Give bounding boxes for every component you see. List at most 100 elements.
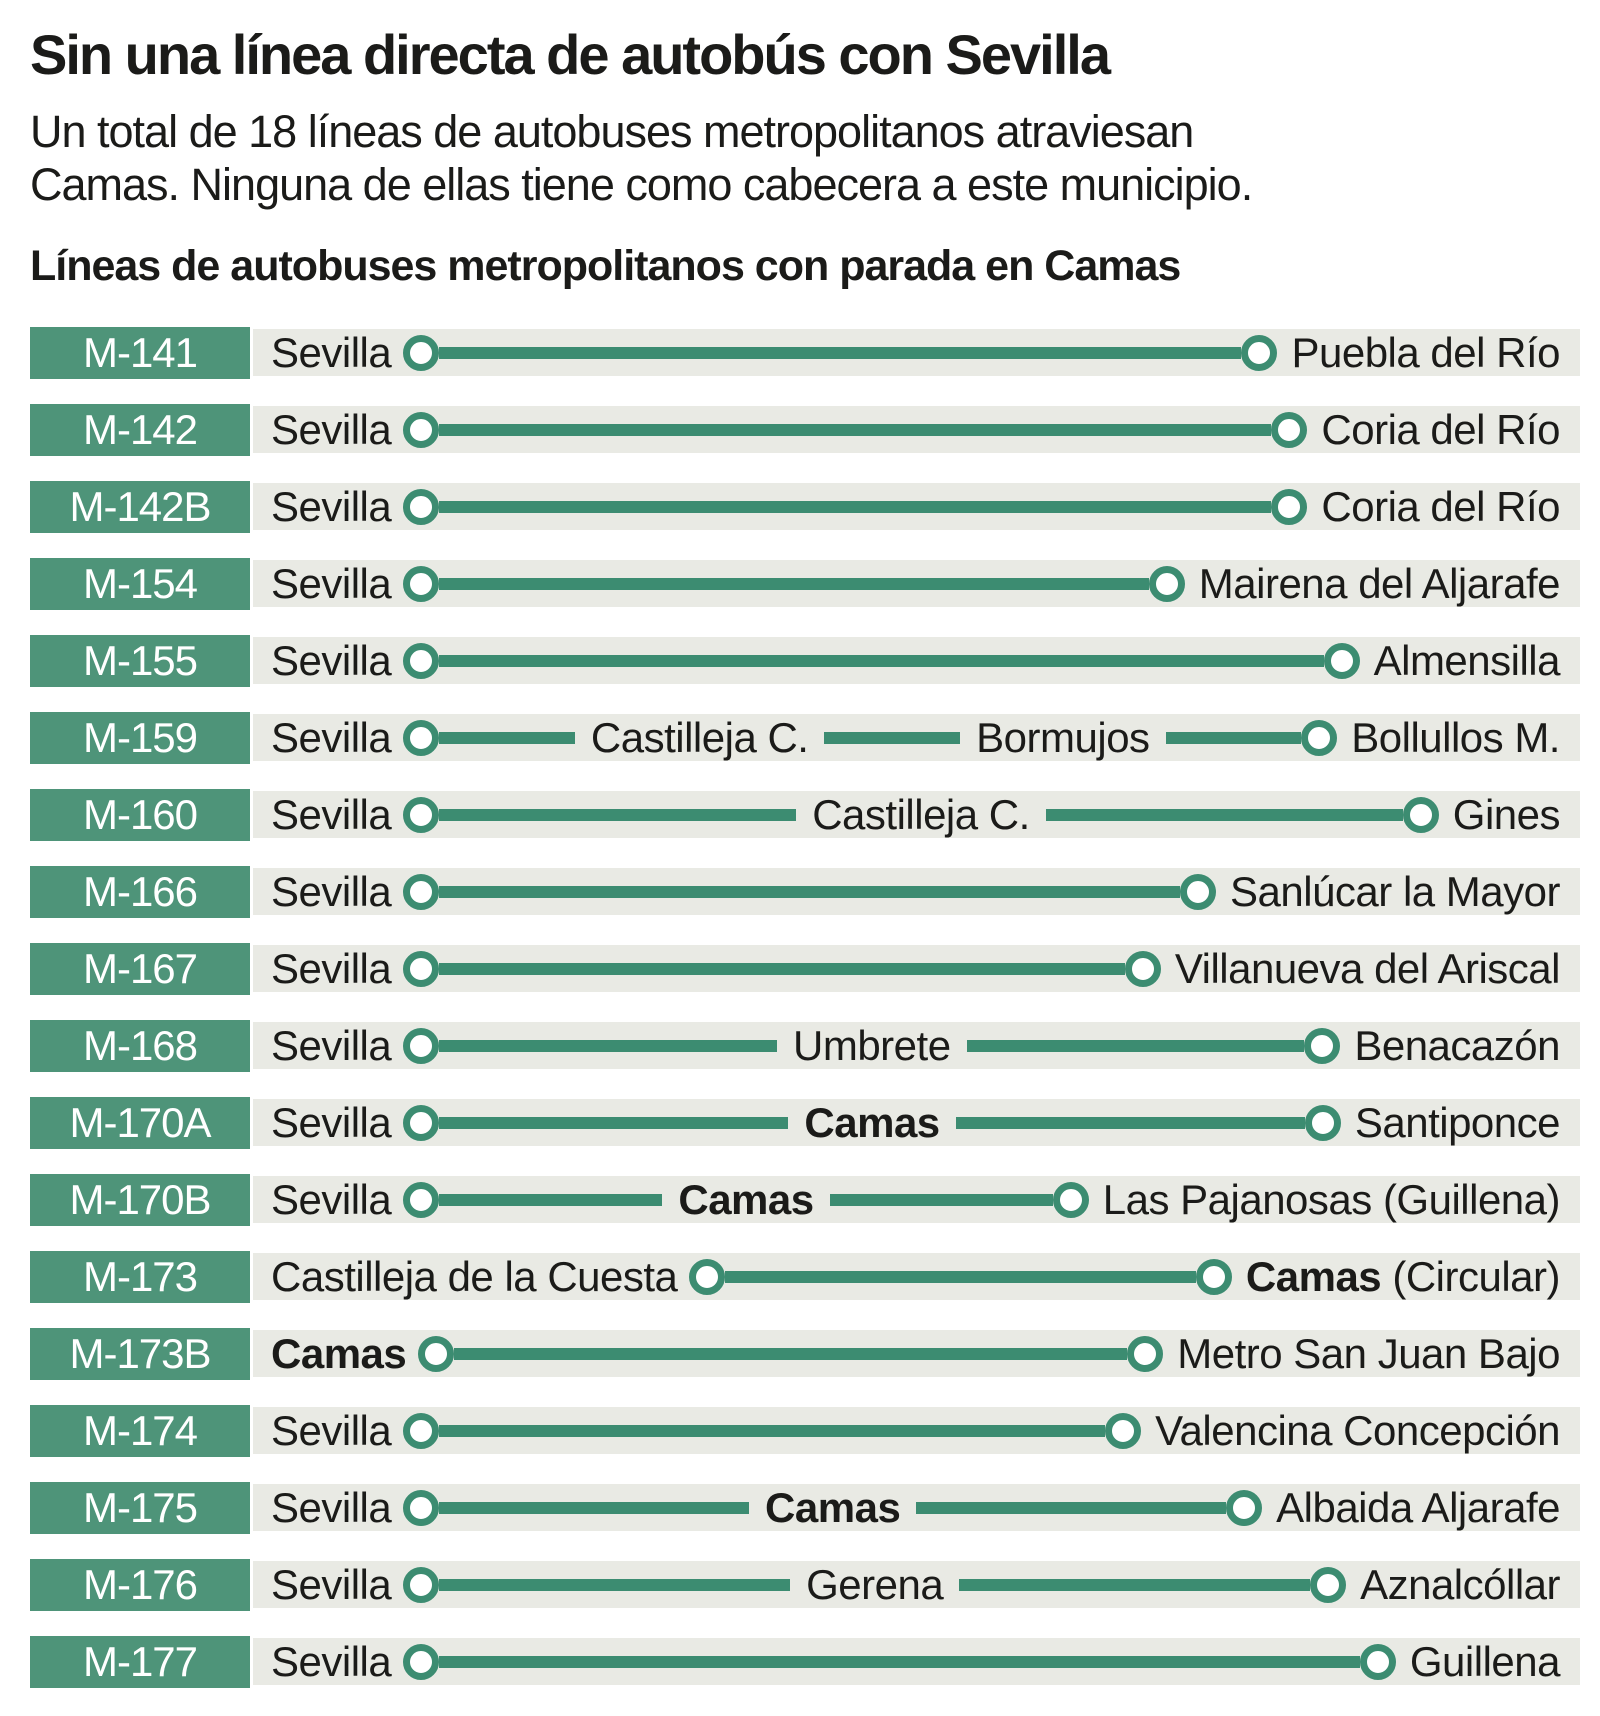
route-line-segment (966, 1039, 1305, 1052)
origin-label: Sevilla (271, 1175, 392, 1223)
bus-line-row: M-173 Castilleja de la Cuesta Camas (Circu… (30, 1250, 1580, 1303)
route-end-ring-icon (1323, 642, 1360, 679)
route-line-segment (824, 731, 961, 744)
bus-line-row: M-167 Sevilla Villanueva del Ariscal (30, 942, 1580, 995)
route-line-segment (439, 962, 1125, 975)
origin-label: Sevilla (271, 867, 392, 915)
bus-line-row: M-174 Sevilla Valencina Concepción (30, 1404, 1580, 1457)
route-end-ring-icon (1271, 411, 1308, 448)
line-number-badge: M-160 (30, 788, 250, 841)
line-number-badge: M-170A (30, 1096, 250, 1149)
bus-line-row: M-142 Sevilla Coria del Río (30, 403, 1580, 456)
line-number-badge: M-174 (30, 1404, 250, 1457)
route-strip: Sevilla Mairena del Aljarafe (253, 560, 1580, 608)
route-strip: Sevilla Gerena Aznalcóllar (253, 1561, 1580, 1609)
bus-line-row: M-160 Sevilla Castilleja C. Gines (30, 788, 1580, 841)
route-line-segment (916, 1501, 1227, 1514)
destination-label: Coria del Río (1321, 485, 1560, 528)
line-number-badge: M-166 (30, 865, 250, 918)
route-start-ring-icon (403, 796, 440, 833)
line-number-badge: M-176 (30, 1558, 250, 1611)
destination-label: Guillena (1409, 1637, 1561, 1685)
route-line-segment (439, 500, 1272, 513)
destination-label: Metro San Juan Bajo (1177, 1332, 1560, 1375)
subtitle: Un total de 18 líneas de autobuses metro… (30, 105, 1580, 211)
line-number-badge: M-173B (30, 1327, 250, 1380)
route-strip: Sevilla Castilleja C. Bormujos Bollullos M. (253, 713, 1580, 762)
route-line-segment (1165, 731, 1302, 744)
destination-label: Bollullos M. (1351, 713, 1560, 761)
route-strip: Sevilla Puebla del Río (253, 328, 1580, 377)
route-line-segment (439, 1116, 789, 1129)
route-line-segment (1045, 808, 1403, 821)
bus-line-row: M-166 Sevilla Sanlúcar la Mayor (30, 865, 1580, 918)
destination-label-text: Las Pajanosas (Guillena) (1102, 1175, 1561, 1223)
page-title: Sin una línea directa de autobús con Sev… (30, 23, 1111, 86)
route-strip: Sevilla Castilleja C. Gines (253, 791, 1580, 839)
origin-label: Sevilla (271, 713, 392, 761)
destination-label: Benacazón (1354, 1021, 1560, 1069)
route-end-ring-icon (1304, 1027, 1341, 1064)
route-start-ring-icon (689, 1258, 726, 1295)
route-end-ring-icon (1402, 796, 1439, 833)
destination-label: Puebla del Río (1291, 328, 1560, 376)
route-end-ring-icon (1195, 1258, 1232, 1295)
destination-label-text: Coria del Río (1321, 405, 1560, 453)
destination-label-text: Bollullos M. (1351, 713, 1560, 761)
route-line-segment (955, 1116, 1305, 1129)
route-line-segment (439, 808, 797, 821)
destination-label-text: Guillena (1409, 1637, 1561, 1685)
route-end-ring-icon (1148, 565, 1185, 602)
route-start-ring-icon (403, 1566, 440, 1603)
section-title: Líneas de autobuses metropolitanos con p… (30, 242, 1181, 291)
route-start-ring-icon (403, 411, 440, 448)
intermediate-stop-label: Camas (678, 1175, 814, 1223)
route-strip: Sevilla Villanueva del Ariscal (253, 945, 1580, 993)
bus-line-row: M-176 Sevilla Gerena Aznalcóllar (30, 1558, 1580, 1611)
origin-label: Sevilla (271, 1637, 392, 1685)
route-end-ring-icon (1052, 1181, 1089, 1218)
intermediate-stop-label: Camas (804, 1098, 940, 1146)
subtitle-line-2: Camas. Ninguna de ellas tiene como cabec… (30, 159, 1253, 211)
destination-label: Gines (1453, 793, 1561, 836)
route-strip: Camas Metro San Juan Bajo (253, 1329, 1580, 1378)
origin-label: Camas (271, 1329, 407, 1377)
route-start-ring-icon (403, 1643, 440, 1680)
destination-label-text: Almensilla (1373, 636, 1561, 684)
origin-label: Sevilla (271, 1483, 392, 1531)
route-start-ring-icon (403, 1489, 440, 1526)
route-strip: Sevilla Camas Santiponce (253, 1098, 1580, 1147)
intermediate-stop-label: Castilleja C. (590, 713, 809, 761)
line-number-badge: M-170B (30, 1173, 250, 1226)
route-line-segment (439, 1424, 1106, 1437)
origin-label: Sevilla (271, 482, 392, 530)
route-end-ring-icon (1105, 1412, 1142, 1449)
destination-label: Sanlúcar la Mayor (1230, 870, 1560, 913)
origin-label: Sevilla (271, 328, 392, 376)
bus-line-row: M-177 Sevilla Guillena (30, 1635, 1580, 1688)
route-start-ring-icon (403, 1181, 440, 1218)
destination-label: Coria del Río (1321, 405, 1560, 453)
route-strip: Sevilla Sanlúcar la Mayor (253, 867, 1580, 916)
destination-label: Aznalcóllar (1360, 1563, 1560, 1606)
route-end-ring-icon (1310, 1566, 1347, 1603)
route-line-segment (439, 1578, 791, 1591)
destination-label: Valencina Concepción (1155, 1409, 1560, 1452)
line-number-badge: M-154 (30, 557, 250, 610)
destination-label: Santiponce (1355, 1101, 1561, 1144)
destination-label: Mairena del Aljarafe (1199, 562, 1561, 605)
destination-label-text: Benacazón (1354, 1021, 1560, 1069)
route-line-segment (439, 346, 1242, 359)
destination-label-text: Puebla del Río (1291, 328, 1560, 376)
route-end-ring-icon (1271, 488, 1308, 525)
intermediate-stop-label: Camas (765, 1483, 901, 1531)
line-number-badge: M-141 (30, 326, 250, 379)
route-start-ring-icon (403, 950, 440, 987)
route-line-segment (439, 577, 1149, 590)
origin-label: Sevilla (271, 636, 392, 684)
route-line-segment (829, 1193, 1053, 1206)
route-line-segment (439, 1501, 750, 1514)
route-line-segment (439, 1655, 1360, 1668)
route-start-ring-icon (418, 1335, 455, 1372)
origin-label: Sevilla (271, 1021, 392, 1069)
